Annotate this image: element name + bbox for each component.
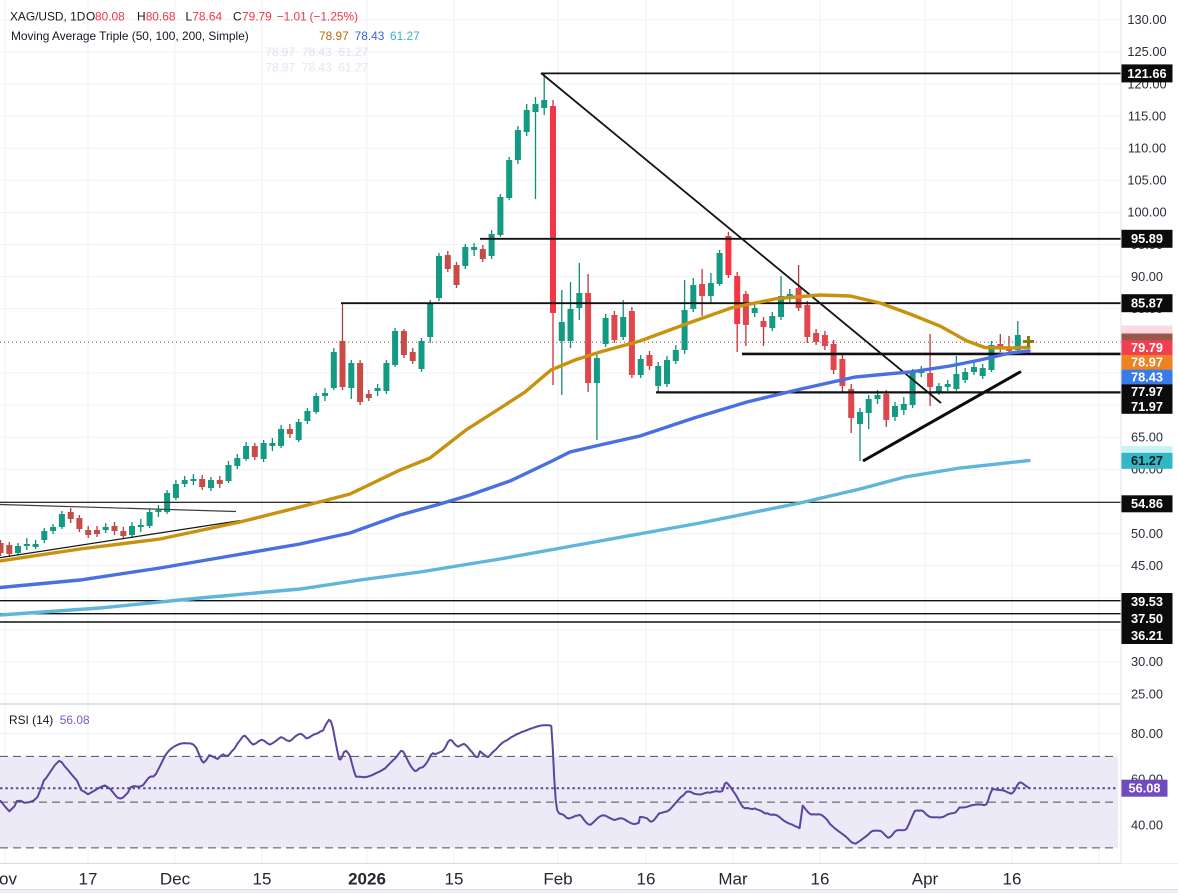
svg-text:78.43: 78.43 bbox=[355, 29, 385, 43]
svg-text:C: C bbox=[233, 9, 242, 23]
svg-text:80.68: 80.68 bbox=[146, 9, 176, 23]
svg-text:39.53: 39.53 bbox=[1131, 594, 1163, 609]
svg-text:2026: 2026 bbox=[348, 870, 386, 889]
svg-text:78.43: 78.43 bbox=[303, 45, 333, 59]
svg-text:Mar: Mar bbox=[718, 870, 748, 889]
svg-text:L: L bbox=[186, 9, 193, 23]
svg-text:RSI (14): RSI (14) bbox=[9, 713, 53, 727]
svg-text:56.08: 56.08 bbox=[60, 713, 90, 727]
svg-text:61.27: 61.27 bbox=[339, 45, 369, 59]
svg-text:50.00: 50.00 bbox=[1131, 526, 1163, 541]
svg-text:17: 17 bbox=[79, 870, 98, 889]
svg-text:16: 16 bbox=[1003, 870, 1022, 889]
svg-text:77.97: 77.97 bbox=[1131, 384, 1163, 399]
svg-text:ov: ov bbox=[0, 870, 17, 889]
svg-text:95.89: 95.89 bbox=[1131, 231, 1163, 246]
svg-text:115.00: 115.00 bbox=[1128, 108, 1166, 123]
svg-text:78.43: 78.43 bbox=[302, 61, 332, 75]
svg-text:40.00: 40.00 bbox=[1131, 817, 1163, 832]
svg-text:79.79: 79.79 bbox=[1131, 340, 1163, 355]
svg-text:(−1.25%): (−1.25%) bbox=[310, 9, 359, 23]
svg-text:125.00: 125.00 bbox=[1127, 44, 1166, 59]
svg-text:30.00: 30.00 bbox=[1131, 654, 1163, 669]
svg-text:61.27: 61.27 bbox=[338, 45, 368, 59]
svg-text:25.00: 25.00 bbox=[1131, 686, 1163, 701]
svg-text:61.27: 61.27 bbox=[338, 61, 368, 75]
svg-text:15: 15 bbox=[445, 870, 464, 889]
svg-text:Apr: Apr bbox=[912, 870, 939, 889]
svg-text:78.97: 78.97 bbox=[266, 45, 296, 59]
svg-text:80.08: 80.08 bbox=[95, 9, 125, 23]
svg-text:78.43: 78.43 bbox=[1131, 369, 1163, 384]
svg-text:78.97: 78.97 bbox=[265, 61, 295, 75]
svg-text:121.66: 121.66 bbox=[1127, 66, 1166, 81]
svg-text:78.43: 78.43 bbox=[302, 45, 332, 59]
svg-text:85.87: 85.87 bbox=[1131, 296, 1163, 311]
svg-text:110.00: 110.00 bbox=[1128, 141, 1166, 156]
svg-text:15: 15 bbox=[253, 870, 272, 889]
svg-text:−1.01: −1.01 bbox=[277, 9, 307, 23]
svg-text:Moving Average Triple (50, 100: Moving Average Triple (50, 100, 200, Sim… bbox=[11, 29, 249, 43]
svg-text:61.27: 61.27 bbox=[1131, 453, 1163, 468]
svg-text:79.79: 79.79 bbox=[242, 9, 272, 23]
svg-text:54.86: 54.86 bbox=[1131, 496, 1163, 511]
svg-text:56.08: 56.08 bbox=[1128, 781, 1160, 796]
svg-text:78.97: 78.97 bbox=[319, 29, 349, 43]
svg-text:XAG/USD, 1D: XAG/USD, 1D bbox=[10, 9, 86, 23]
svg-text:65.00: 65.00 bbox=[1131, 430, 1163, 445]
svg-text:78.97: 78.97 bbox=[266, 61, 296, 75]
svg-text:130.00: 130.00 bbox=[1127, 12, 1166, 27]
svg-text:80.00: 80.00 bbox=[1131, 726, 1163, 741]
svg-text:45.00: 45.00 bbox=[1131, 558, 1163, 573]
svg-text:Dec: Dec bbox=[160, 870, 191, 889]
svg-text:78.64: 78.64 bbox=[192, 9, 222, 23]
svg-text:105.00: 105.00 bbox=[1127, 173, 1166, 188]
svg-text:71.97: 71.97 bbox=[1131, 399, 1163, 414]
svg-text:90.00: 90.00 bbox=[1131, 269, 1163, 284]
svg-text:78.97: 78.97 bbox=[265, 45, 295, 59]
svg-text:16: 16 bbox=[811, 870, 830, 889]
svg-text:78.97: 78.97 bbox=[1131, 355, 1163, 370]
svg-text:61.27: 61.27 bbox=[339, 61, 369, 75]
svg-text:36.21: 36.21 bbox=[1131, 628, 1163, 643]
svg-text:37.50: 37.50 bbox=[1131, 611, 1163, 626]
svg-text:100.00: 100.00 bbox=[1127, 205, 1166, 220]
svg-text:61.27: 61.27 bbox=[390, 29, 420, 43]
svg-text:H: H bbox=[137, 9, 146, 23]
svg-text:O: O bbox=[86, 9, 95, 23]
svg-text:Feb: Feb bbox=[543, 870, 572, 889]
svg-text:78.43: 78.43 bbox=[303, 61, 333, 75]
svg-text:16: 16 bbox=[637, 870, 656, 889]
